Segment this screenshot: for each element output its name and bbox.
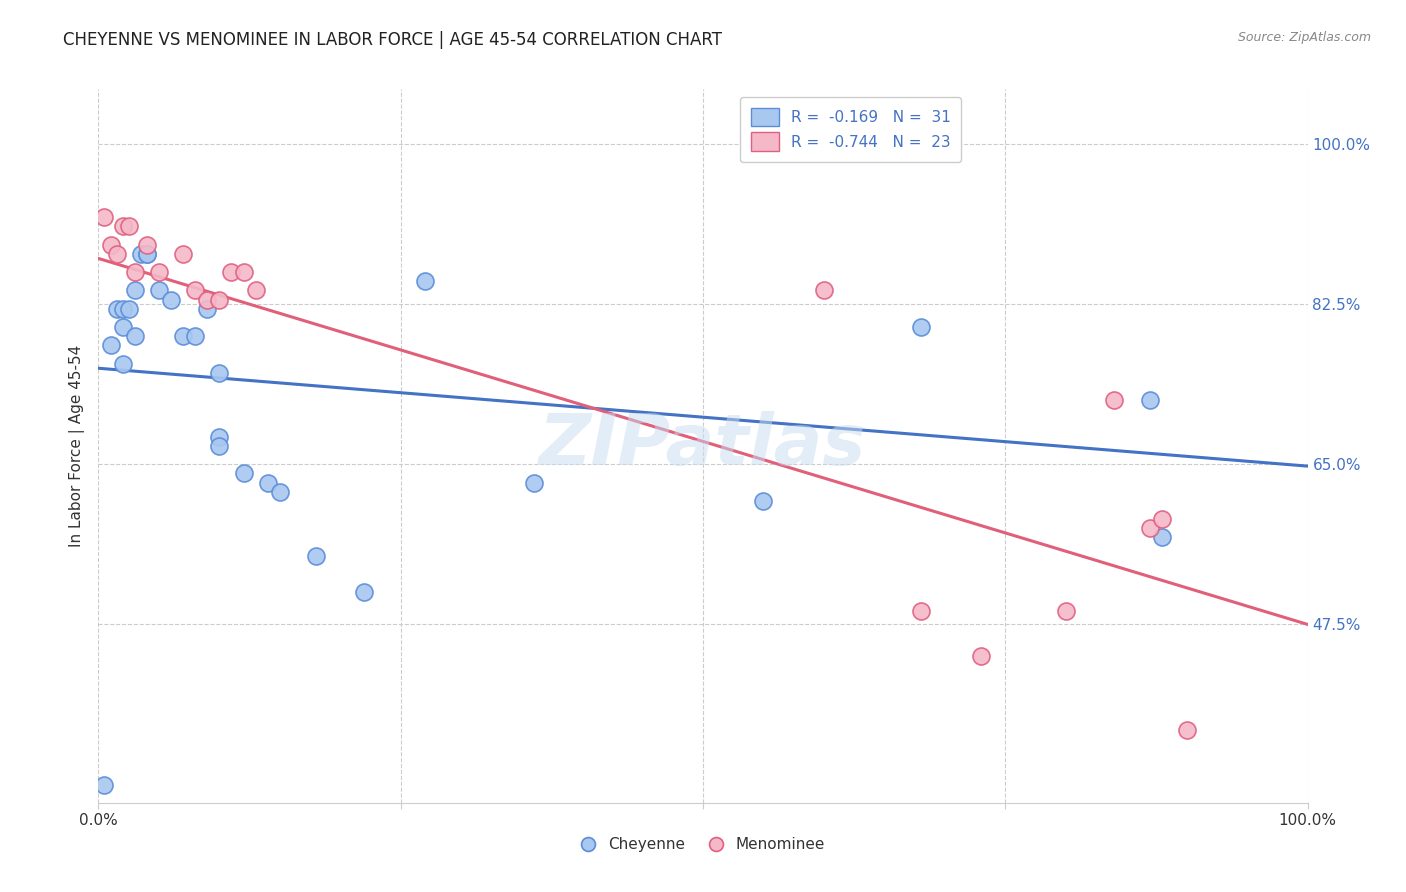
Point: [93, 211, 115, 225]
Point: [105, 301, 128, 316]
Point: [184, 284, 207, 298]
Point: [184, 329, 207, 343]
Point: [160, 293, 183, 307]
Point: [208, 439, 231, 453]
Point: [124, 284, 146, 298]
Point: [269, 484, 291, 499]
Point: [232, 265, 254, 279]
Point: [910, 604, 932, 618]
Point: [970, 649, 993, 664]
Point: [305, 549, 328, 563]
Point: [1175, 723, 1198, 737]
Point: [129, 247, 152, 261]
Point: [105, 247, 128, 261]
Point: [523, 475, 546, 490]
Point: [111, 320, 134, 334]
Point: [124, 265, 146, 279]
Text: ZIPatlas: ZIPatlas: [540, 411, 866, 481]
Point: [413, 274, 436, 288]
Text: Source: ZipAtlas.com: Source: ZipAtlas.com: [1237, 31, 1371, 45]
Point: [118, 301, 141, 316]
Point: [135, 247, 157, 261]
Point: [208, 293, 231, 307]
Point: [135, 237, 157, 252]
Point: [353, 585, 375, 599]
Point: [148, 284, 170, 298]
Point: [135, 247, 157, 261]
Point: [93, 777, 115, 791]
Point: [208, 430, 231, 444]
Point: [195, 293, 218, 307]
Point: [111, 301, 134, 316]
Point: [813, 284, 835, 298]
Point: [245, 284, 267, 298]
Point: [910, 320, 932, 334]
Point: [208, 366, 231, 380]
Point: [148, 265, 170, 279]
Point: [111, 219, 134, 234]
Point: [111, 357, 134, 371]
Point: [221, 265, 243, 279]
Point: [1152, 512, 1174, 526]
Point: [100, 338, 122, 352]
Text: CHEYENNE VS MENOMINEE IN LABOR FORCE | AGE 45-54 CORRELATION CHART: CHEYENNE VS MENOMINEE IN LABOR FORCE | A…: [63, 31, 723, 49]
Point: [195, 301, 218, 316]
Point: [1139, 521, 1161, 535]
Point: [1102, 393, 1125, 408]
Point: [1152, 531, 1174, 545]
Point: [232, 467, 254, 481]
Y-axis label: In Labor Force | Age 45-54: In Labor Force | Age 45-54: [69, 345, 84, 547]
Point: [1139, 393, 1161, 408]
Point: [100, 237, 122, 252]
Legend: Cheyenne, Menominee: Cheyenne, Menominee: [574, 829, 832, 859]
Point: [752, 494, 775, 508]
Point: [1054, 604, 1077, 618]
Point: [172, 329, 194, 343]
Point: [118, 219, 141, 234]
Point: [172, 247, 194, 261]
Point: [256, 475, 278, 490]
Point: [124, 329, 146, 343]
